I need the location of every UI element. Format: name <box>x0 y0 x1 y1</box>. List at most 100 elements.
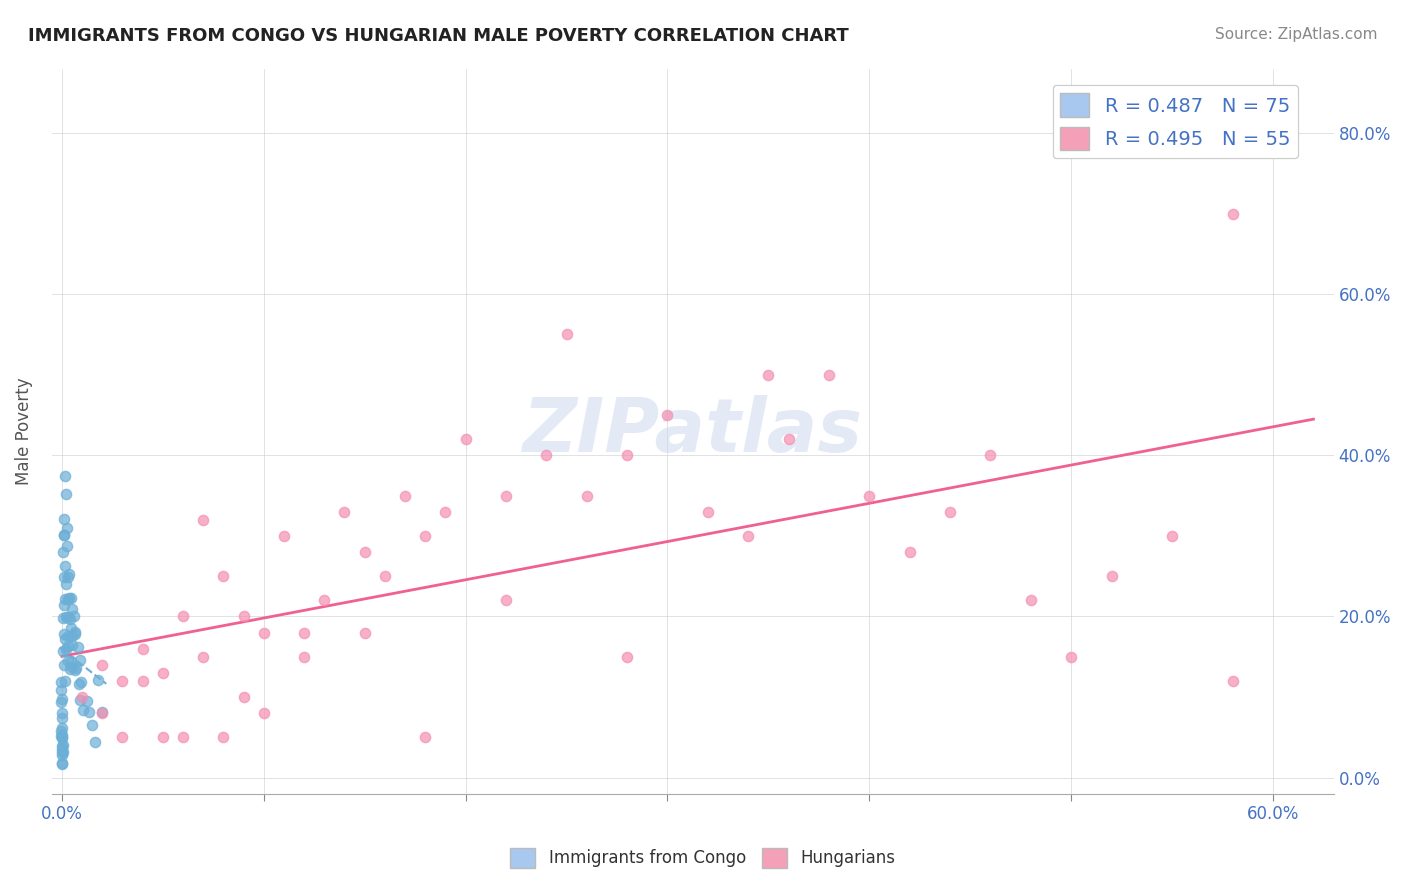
Point <box>52 512 75 526</box>
Point <box>49 729 72 743</box>
Point <box>77 706 100 720</box>
Point <box>1101 569 1123 583</box>
Point <box>56 639 79 653</box>
Point <box>49 675 72 690</box>
Y-axis label: Male Poverty: Male Poverty <box>15 377 32 485</box>
Point <box>858 489 880 503</box>
Point <box>65 625 87 640</box>
Point <box>51 747 73 762</box>
Point <box>53 528 76 542</box>
Point <box>58 591 80 605</box>
Point <box>51 745 73 759</box>
Point <box>56 521 79 535</box>
Point <box>69 692 91 706</box>
Point <box>55 576 77 591</box>
Point <box>1060 649 1083 664</box>
Point <box>58 592 80 607</box>
Point <box>52 745 75 759</box>
Point <box>56 654 79 668</box>
Point <box>53 559 76 574</box>
Point <box>52 528 75 542</box>
Point <box>56 539 79 553</box>
Point <box>273 529 295 543</box>
Point <box>253 625 276 640</box>
Point <box>69 653 91 667</box>
Point <box>52 658 75 673</box>
Point <box>191 513 214 527</box>
Text: Source: ZipAtlas.com: Source: ZipAtlas.com <box>1215 27 1378 42</box>
Point <box>53 469 76 483</box>
Point <box>51 741 73 756</box>
Point <box>555 327 578 342</box>
Point <box>55 609 77 624</box>
Text: IMMIGRANTS FROM CONGO VS HUNGARIAN MALE POVERTY CORRELATION CHART: IMMIGRANTS FROM CONGO VS HUNGARIAN MALE … <box>28 27 849 45</box>
Point <box>111 673 134 688</box>
Point <box>70 674 93 689</box>
Point <box>616 448 638 462</box>
Point <box>51 706 73 720</box>
Point <box>60 602 83 616</box>
Point <box>53 632 76 646</box>
Point <box>454 432 477 446</box>
Point <box>55 487 77 501</box>
Point <box>58 566 80 581</box>
Point <box>413 529 436 543</box>
Legend: Immigrants from Congo, Hungarians: Immigrants from Congo, Hungarians <box>503 841 903 875</box>
Point <box>52 545 75 559</box>
Point <box>59 654 82 668</box>
Text: ZIPatlas: ZIPatlas <box>523 394 863 467</box>
Point <box>1161 529 1184 543</box>
Point <box>52 738 75 752</box>
Point <box>51 692 73 706</box>
Point <box>191 649 214 664</box>
Point <box>212 569 235 583</box>
Point <box>232 690 254 704</box>
Point <box>52 644 75 658</box>
Point <box>51 683 73 698</box>
Point <box>657 408 679 422</box>
Point <box>51 730 73 744</box>
Point <box>212 731 235 745</box>
Point <box>53 673 76 688</box>
Point <box>52 611 75 625</box>
Point <box>172 609 194 624</box>
Point <box>394 489 416 503</box>
Point <box>60 638 83 652</box>
Point <box>53 592 76 607</box>
Point <box>63 627 86 641</box>
Point <box>63 609 86 624</box>
Point <box>52 598 75 612</box>
Point <box>374 569 396 583</box>
Point <box>55 641 77 656</box>
Point <box>575 489 598 503</box>
Point <box>616 649 638 664</box>
Point <box>314 593 336 607</box>
Point <box>59 662 82 676</box>
Point <box>56 570 79 584</box>
Point <box>60 629 83 643</box>
Point <box>91 657 114 672</box>
Point <box>51 739 73 753</box>
Point <box>51 695 73 709</box>
Point <box>253 706 276 720</box>
Point <box>51 731 73 746</box>
Point <box>1222 206 1244 220</box>
Point <box>59 621 82 635</box>
Point <box>56 609 79 624</box>
Point <box>898 545 921 559</box>
Point <box>59 591 82 606</box>
Point <box>91 706 114 720</box>
Point <box>56 629 79 643</box>
Point <box>53 626 76 640</box>
Point <box>536 448 558 462</box>
Point <box>292 625 315 640</box>
Point <box>232 609 254 624</box>
Point <box>70 690 93 704</box>
Point <box>131 673 153 688</box>
Point <box>80 718 103 732</box>
Point <box>52 570 75 584</box>
Point <box>59 612 82 626</box>
Point <box>131 641 153 656</box>
Point <box>939 505 962 519</box>
Point <box>76 694 98 708</box>
